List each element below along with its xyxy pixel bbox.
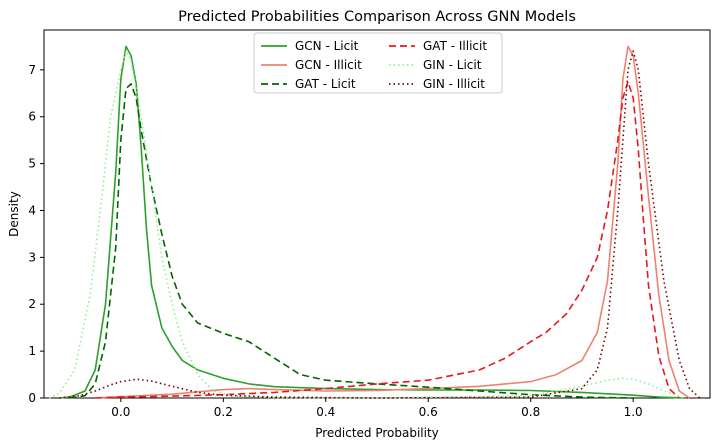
series-line-gcn-illicit [95, 45, 690, 399]
y-tick-label: 5 [28, 157, 36, 171]
legend: GCN - Licit GCN - Illicit GAT - Licit GAT -… [253, 32, 503, 94]
x-tick-label: 0.8 [521, 405, 540, 419]
legend-label: GCN - Illicit [295, 58, 362, 72]
series-line-gcn-licit [59, 45, 685, 399]
series-line-gin-licit [48, 50, 685, 399]
x-tick-label: 0.6 [419, 405, 438, 419]
y-tick-label: 1 [28, 344, 36, 358]
y-tick-label: 7 [28, 63, 36, 77]
y-tick-label: 0 [28, 391, 36, 405]
y-axis: 0 1 2 3 4 5 6 7 [28, 63, 44, 405]
y-axis-label: Density [7, 191, 21, 237]
series-line-gat-licit [69, 83, 634, 399]
legend-label: GAT - Illicit [423, 39, 487, 53]
chart-title: Predicted Probabilities Comparison Acros… [178, 9, 576, 25]
x-axis-label: Predicted Probability [315, 426, 439, 440]
x-tick-label: 1.0 [624, 405, 643, 419]
legend-label: GAT - Licit [295, 77, 356, 91]
series-line-gin-illicit [59, 50, 701, 399]
y-tick-label: 2 [28, 297, 36, 311]
x-tick-label: 0.2 [214, 405, 233, 419]
series-line-gat-illicit [95, 80, 680, 399]
y-tick-label: 3 [28, 250, 36, 264]
y-tick-label: 6 [28, 110, 36, 124]
x-axis: 0.0 0.2 0.4 0.6 0.8 1.0 [111, 398, 643, 419]
series-layer [48, 45, 701, 399]
x-tick-label: 0.4 [316, 405, 335, 419]
y-tick-label: 4 [28, 203, 36, 217]
legend-frame [253, 32, 503, 94]
legend-label: GCN - Licit [295, 39, 359, 53]
legend-label: GIN - Illicit [423, 77, 485, 91]
x-tick-label: 0.0 [111, 405, 130, 419]
legend-label: GIN - Licit [423, 58, 482, 72]
